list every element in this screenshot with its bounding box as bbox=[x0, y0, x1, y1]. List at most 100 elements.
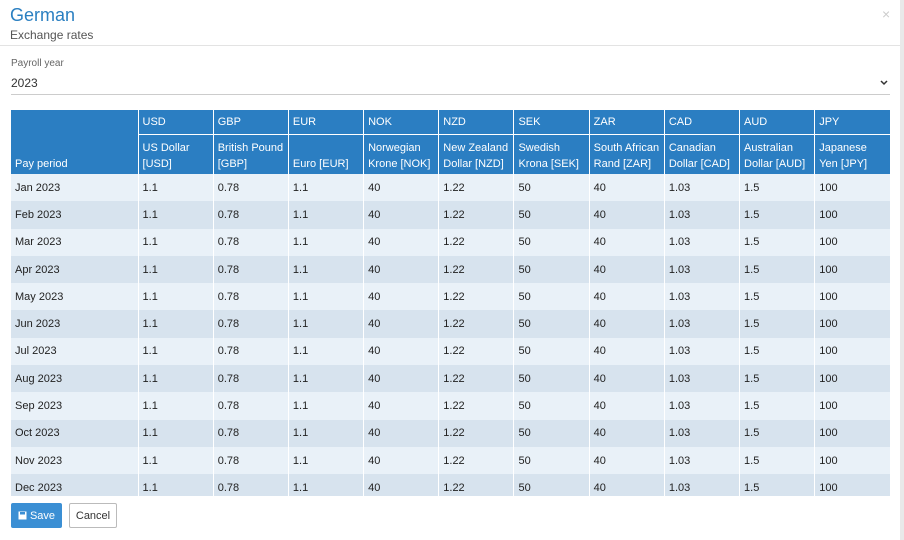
table-cell: 50 bbox=[513, 337, 590, 366]
table-row: Mar 2023 1.1 0.78 1.1 40 1.22 50 40 1.03 1.5 100 bbox=[11, 228, 890, 256]
table-cell: Oct 2023 bbox=[11, 419, 139, 447]
table-cell: 1.1 bbox=[137, 283, 214, 311]
table-cell: Sep 2023 bbox=[11, 392, 139, 420]
table-cell: Apr 2023 bbox=[11, 255, 139, 284]
table-cell: 100 bbox=[814, 310, 890, 338]
table-cell: 1.22 bbox=[438, 228, 514, 256]
divider bbox=[0, 45, 900, 46]
table-cell: 1.1 bbox=[287, 474, 364, 496]
table-cell: 1.1 bbox=[287, 228, 364, 256]
header-cell: CAD bbox=[663, 110, 740, 135]
table-row: Nov 2023 1.1 0.78 1.1 40 1.22 50 40 1.03 1.5 100 bbox=[11, 446, 890, 475]
table-cell: 1.22 bbox=[438, 174, 514, 202]
header-cell: JPY bbox=[814, 110, 890, 135]
table-cell: 100 bbox=[814, 255, 890, 284]
table-cell: 1.5 bbox=[739, 310, 815, 338]
header-cell: SEK bbox=[513, 110, 590, 135]
field-label: Payroll year bbox=[11, 58, 64, 69]
table-cell: 100 bbox=[814, 337, 890, 366]
table-cell: 1.22 bbox=[438, 255, 514, 284]
table-cell: 1.03 bbox=[663, 446, 740, 475]
header-cell: Swedish Krona [SEK] bbox=[513, 134, 590, 174]
table-cell: 1.1 bbox=[287, 310, 364, 338]
table-cell: 0.78 bbox=[212, 283, 289, 311]
table-cell: 0.78 bbox=[212, 365, 289, 393]
table-cell: 0.78 bbox=[212, 446, 289, 475]
table-cell: 1.1 bbox=[137, 446, 214, 475]
table-cell: 40 bbox=[363, 174, 439, 202]
table-cell: 1.22 bbox=[438, 283, 514, 311]
table-cell: 1.22 bbox=[438, 446, 514, 475]
table-cell: 1.5 bbox=[739, 228, 815, 256]
chevron bbox=[880, 80, 888, 86]
table-cell: 100 bbox=[814, 228, 890, 256]
header-cell: Pay period bbox=[11, 110, 139, 174]
table-cell: 1.03 bbox=[663, 228, 740, 256]
table-cell: 1.1 bbox=[137, 419, 214, 447]
close-button[interactable]: × bbox=[882, 6, 891, 22]
table-cell: 100 bbox=[814, 392, 890, 420]
table-cell: Nov 2023 bbox=[11, 446, 139, 475]
header-cell: Australian Dollar [AUD] bbox=[739, 134, 815, 174]
table-cell: 40 bbox=[588, 174, 665, 202]
table-cell: 1.5 bbox=[739, 365, 815, 393]
table-cell: 1.22 bbox=[438, 201, 514, 229]
table-row: Jul 2023 1.1 0.78 1.1 40 1.22 50 40 1.03 1.5 100 bbox=[11, 337, 890, 366]
table-cell: 1.1 bbox=[137, 310, 214, 338]
header-row: Pay period USD GBP EUR NOK NZD SEK ZAR CAD AUD JPY bbox=[11, 110, 890, 174]
table-cell: 0.78 bbox=[212, 392, 289, 420]
table-cell: 1.1 bbox=[287, 419, 364, 447]
table-cell: 1.03 bbox=[663, 337, 740, 366]
table-cell: Feb 2023 bbox=[11, 201, 139, 229]
cancel-button[interactable]: Cancel bbox=[69, 503, 117, 528]
header-row: US Dollar [USD] British Pound [GBP] Euro [… bbox=[11, 134, 890, 174]
table-cell: 1.03 bbox=[663, 174, 740, 202]
table-cell: 1.03 bbox=[663, 283, 740, 311]
header-cell: Euro [EUR] bbox=[287, 134, 364, 174]
table-cell: 1.1 bbox=[137, 365, 214, 393]
table-cell: 40 bbox=[588, 365, 665, 393]
table-cell: 50 bbox=[513, 310, 590, 338]
table-cell: 1.5 bbox=[739, 174, 815, 202]
header-cell: GBP bbox=[212, 110, 289, 135]
table-cell: 40 bbox=[588, 419, 665, 447]
table-cell: 1.5 bbox=[739, 446, 815, 475]
table-cell: Jan 2023 bbox=[11, 174, 139, 202]
table-cell: 50 bbox=[513, 283, 590, 311]
table-cell: 40 bbox=[363, 201, 439, 229]
table-cell: 40 bbox=[588, 228, 665, 256]
header-cell: Norwegian Krone [NOK] bbox=[363, 134, 439, 174]
table-cell: May 2023 bbox=[11, 283, 139, 311]
table-cell: 1.5 bbox=[739, 283, 815, 311]
table-row: May 2023 1.1 0.78 1.1 40 1.22 50 40 1.03 1.5 100 bbox=[11, 283, 890, 311]
table-cell: 1.03 bbox=[663, 419, 740, 447]
table-cell: 0.78 bbox=[212, 474, 289, 496]
header-cell: South African Rand [ZAR] bbox=[588, 134, 665, 174]
table-cell: 40 bbox=[363, 228, 439, 256]
table-cell: 1.1 bbox=[137, 337, 214, 366]
table-cell: 1.22 bbox=[438, 337, 514, 366]
table-cell: 40 bbox=[363, 392, 439, 420]
table-cell: 1.1 bbox=[137, 392, 214, 420]
table-cell: 1.1 bbox=[287, 337, 364, 366]
table-cell: 40 bbox=[588, 392, 665, 420]
table-cell: 1.22 bbox=[438, 365, 514, 393]
table-cell: 40 bbox=[588, 337, 665, 366]
table-cell: 1.1 bbox=[137, 201, 214, 229]
table-cell: 50 bbox=[513, 392, 590, 420]
header-cell: EUR bbox=[287, 110, 364, 135]
table-cell: 1.1 bbox=[287, 255, 364, 284]
table-cell: 100 bbox=[814, 474, 890, 496]
header-cell: NZD bbox=[438, 110, 514, 135]
header-cell: US Dollar [USD] bbox=[137, 134, 214, 174]
rates-table: Pay period USD GBP EUR NOK NZD SEK ZAR CAD AUD JPY… bbox=[11, 110, 890, 496]
year-select[interactable]: 2023 bbox=[11, 74, 890, 95]
table-cell: 1.22 bbox=[438, 310, 514, 338]
save-button[interactable]: Save bbox=[11, 503, 62, 528]
table-cell: 1.22 bbox=[438, 419, 514, 447]
header-cell: Japanese Yen [JPY] bbox=[814, 134, 890, 174]
table-row: Sep 2023 1.1 0.78 1.1 40 1.22 50 40 1.03 1.5 100 bbox=[11, 392, 890, 420]
table-cell: 1.1 bbox=[137, 174, 214, 202]
table-row: Jun 2023 1.1 0.78 1.1 40 1.22 50 40 1.03 1.5 100 bbox=[11, 310, 890, 338]
scrollbar bbox=[900, 0, 904, 540]
